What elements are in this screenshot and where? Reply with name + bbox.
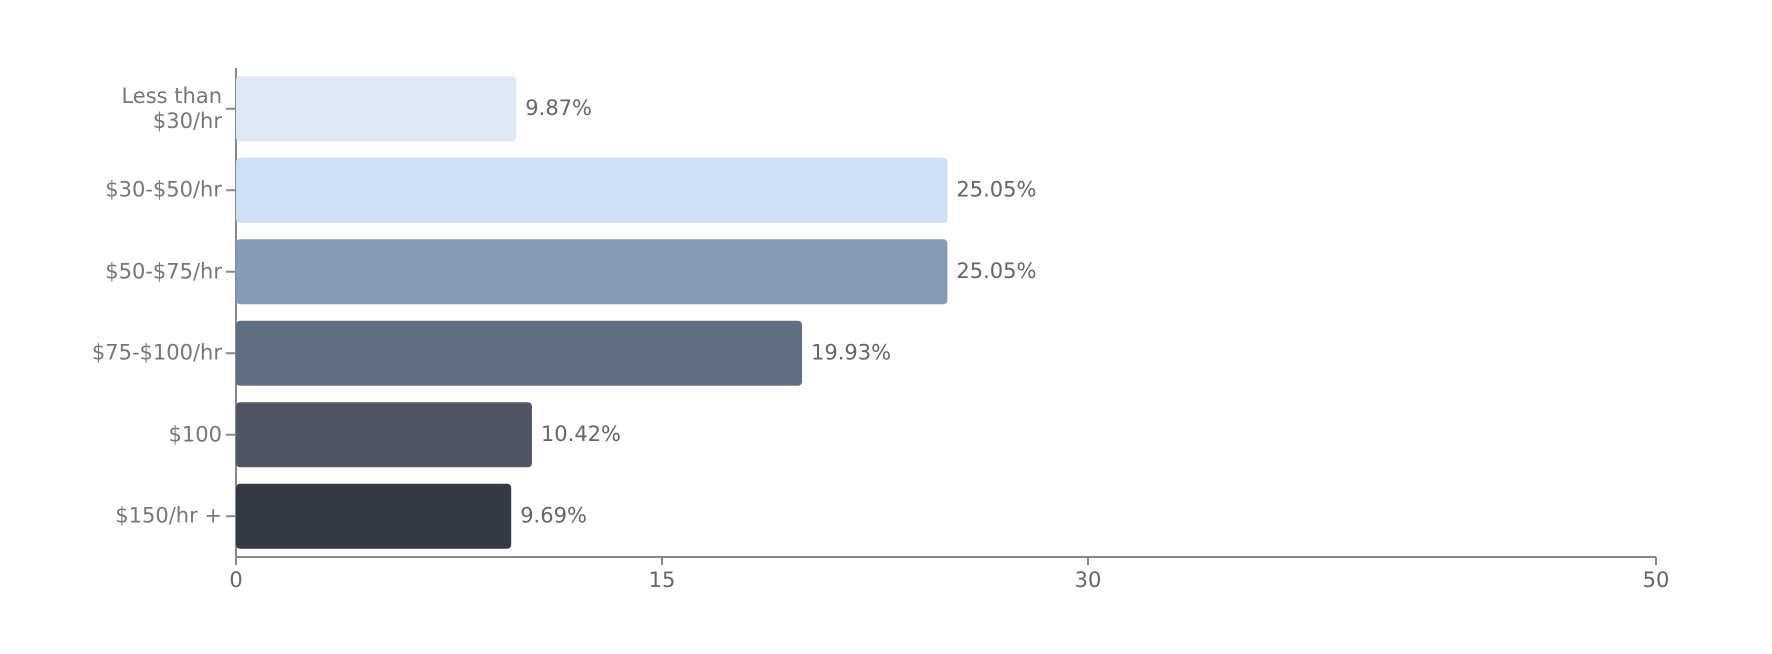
value-label: 25.05% (956, 259, 1036, 283)
bar (236, 402, 532, 468)
x-tick-label: 15 (649, 568, 676, 592)
value-label: 19.93% (811, 340, 891, 364)
y-tick-label: $50-$75/hr (105, 259, 222, 284)
x-tick-label: 0 (229, 568, 242, 592)
y-tick-label: $150/hr + (115, 503, 222, 528)
x-tick-label: 30 (1075, 568, 1102, 592)
y-tick-label: $30-$50/hr (105, 177, 222, 202)
y-tick-label: $75-$100/hr (91, 340, 222, 365)
bar (236, 320, 803, 386)
bar (236, 239, 948, 305)
y-tick-label: $100 (168, 422, 222, 447)
bar (236, 483, 512, 549)
value-label: 25.05% (956, 177, 1036, 201)
bar (236, 157, 948, 223)
x-tick-label: 50 (1643, 568, 1670, 592)
bar (236, 76, 517, 142)
value-label: 9.87% (525, 96, 592, 120)
value-label: 9.69% (520, 503, 587, 527)
y-tick-label: Less than $30/hr (121, 83, 222, 133)
value-label: 10.42% (541, 422, 621, 446)
